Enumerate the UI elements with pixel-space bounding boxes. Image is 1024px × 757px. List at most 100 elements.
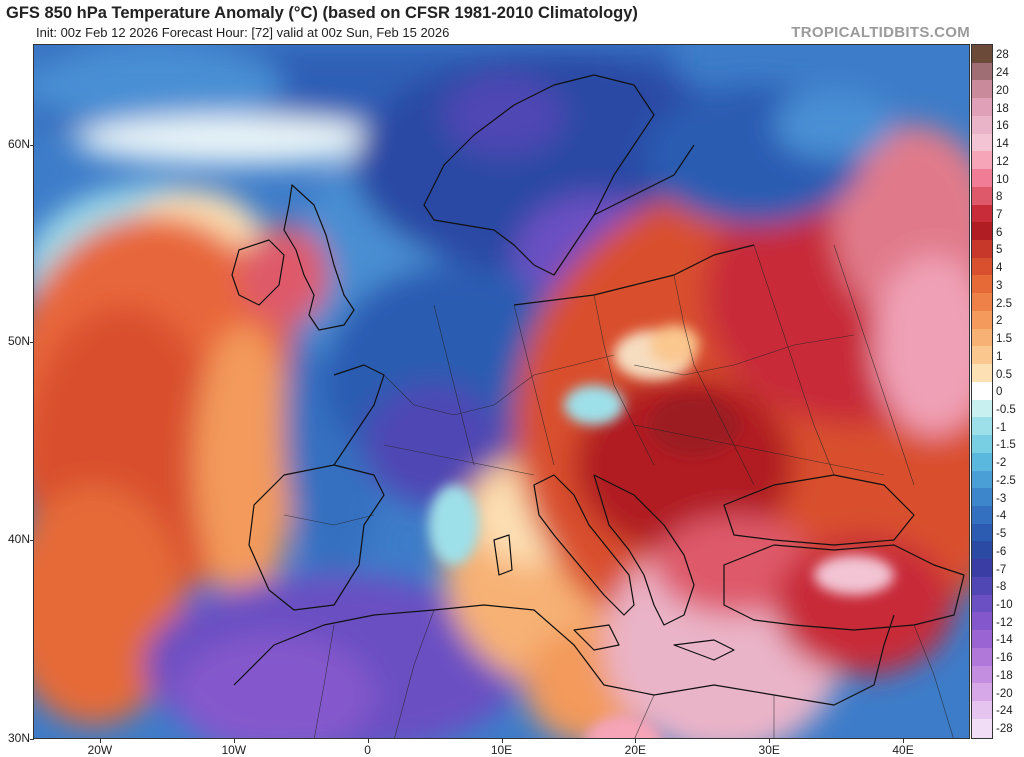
colorbar-label: -10: [996, 599, 1013, 612]
colorbar-label: -16: [996, 652, 1013, 665]
colorbar-swatch: [972, 186, 992, 206]
colorbar-label: 1: [996, 350, 1003, 363]
colorbar-label: -12: [996, 616, 1013, 629]
colorbar-label: -1: [996, 421, 1007, 434]
lon-tick: [501, 739, 503, 743]
lat-label: 30N: [7, 731, 30, 745]
lon-tick: [233, 739, 235, 743]
colorbar-swatch: [972, 381, 992, 401]
colorbar-label: -8: [996, 581, 1007, 594]
lon-label: 0: [364, 743, 371, 757]
lon-tick: [635, 739, 637, 743]
colorbar-swatch: [972, 647, 992, 667]
colorbar-label: -2.5: [996, 474, 1016, 487]
colorbar-swatch: [972, 45, 992, 64]
colorbar-label: 8: [996, 191, 1003, 204]
colorbar-label: 4: [996, 262, 1003, 275]
lat-tick: [30, 342, 34, 343]
colorbar-swatch: [972, 346, 992, 366]
lat-tick: [30, 739, 34, 740]
colorbar-swatch: [972, 204, 992, 224]
colorbar-label: 7: [996, 208, 1003, 221]
map-subtitle: Init: 00z Feb 12 2026 Forecast Hour: [72…: [36, 25, 450, 40]
colorbar-label: 20: [996, 84, 1009, 97]
colorbar-label: 14: [996, 138, 1009, 151]
colorbar-swatch: [972, 718, 992, 738]
colorbar-label: -18: [996, 669, 1013, 682]
colorbar-swatch: [972, 62, 992, 82]
brand-watermark[interactable]: TROPICALTIDBITS.COM: [791, 24, 970, 41]
lat-tick: [30, 145, 34, 146]
anomaly-map[interactable]: [33, 44, 970, 739]
colorbar-swatch: [972, 328, 992, 348]
lon-tick: [99, 739, 101, 743]
colorbar-label: 5: [996, 244, 1003, 257]
colorbar-swatch: [972, 541, 992, 561]
lon-label: 10E: [490, 743, 513, 757]
lat-label: 40N: [7, 532, 30, 546]
colorbar-swatch: [972, 151, 992, 171]
colorbar: [971, 44, 993, 739]
coastlines: [231, 74, 965, 706]
colorbar-swatch: [972, 80, 992, 100]
colorbar-swatch: [972, 576, 992, 596]
colorbar-swatch: [972, 293, 992, 313]
colorbar-label: 10: [996, 173, 1009, 186]
colorbar-swatch: [972, 683, 992, 703]
colorbar-label: 2: [996, 315, 1003, 328]
country-borders: [283, 244, 954, 738]
lon-tick: [769, 739, 771, 743]
lon-label: 40E: [892, 743, 914, 757]
colorbar-swatch: [972, 240, 992, 260]
colorbar-swatch: [972, 470, 992, 490]
colorbar-swatch: [972, 559, 992, 579]
colorbar-swatch: [972, 275, 992, 295]
colorbar-swatch: [972, 222, 992, 242]
colorbar-label: -0.5: [996, 404, 1016, 416]
colorbar-label: -24: [996, 705, 1013, 718]
colorbar-label: 6: [996, 226, 1003, 239]
lon-label: 10W: [221, 743, 247, 757]
colorbar-label: 1.5: [996, 333, 1012, 346]
colorbar-swatch: [972, 452, 992, 472]
lon-tick: [367, 739, 369, 743]
lon-tick: [903, 739, 905, 743]
colorbar-swatch: [972, 700, 992, 720]
colorbar-swatch: [972, 115, 992, 135]
anomaly-blobs: [34, 45, 969, 738]
colorbar-swatch: [972, 364, 992, 384]
colorbar-label: 3: [996, 279, 1003, 292]
colorbar-swatch: [972, 257, 992, 277]
colorbar-label: -6: [996, 545, 1007, 558]
colorbar-swatch: [972, 612, 992, 632]
colorbar-swatch: [972, 630, 992, 650]
colorbar-label: 12: [996, 155, 1009, 168]
colorbar-label: -3: [996, 492, 1007, 505]
colorbar-label: -1.5: [996, 439, 1016, 452]
colorbar-label: 2.5: [996, 297, 1012, 310]
lon-label: 20E: [624, 743, 647, 757]
colorbar-swatch: [972, 399, 992, 419]
colorbar-label: 16: [996, 120, 1009, 133]
colorbar-swatch: [972, 98, 992, 118]
colorbar-label: -2: [996, 457, 1007, 470]
lat-tick: [30, 540, 34, 541]
colorbar-swatch: [972, 488, 992, 508]
colorbar-swatch: [972, 505, 992, 525]
colorbar-swatch: [972, 310, 992, 330]
colorbar-swatch: [972, 417, 992, 437]
colorbar-label: -4: [996, 510, 1007, 523]
colorbar-swatch: [972, 169, 992, 189]
lon-label: 20W: [87, 743, 113, 757]
map-title: GFS 850 hPa Temperature Anomaly (°C) (ba…: [6, 4, 638, 22]
colorbar-swatch: [972, 133, 992, 153]
colorbar-swatch: [972, 594, 992, 614]
colorbar-label: -14: [996, 634, 1013, 647]
colorbar-swatch: [972, 523, 992, 543]
colorbar-label: 0.5: [996, 368, 1012, 381]
colorbar-label: -28: [996, 723, 1013, 736]
colorbar-label: 28: [996, 49, 1009, 62]
colorbar-swatch: [972, 435, 992, 455]
lat-label: 60N: [7, 137, 30, 151]
lat-label: 50N: [7, 334, 30, 348]
